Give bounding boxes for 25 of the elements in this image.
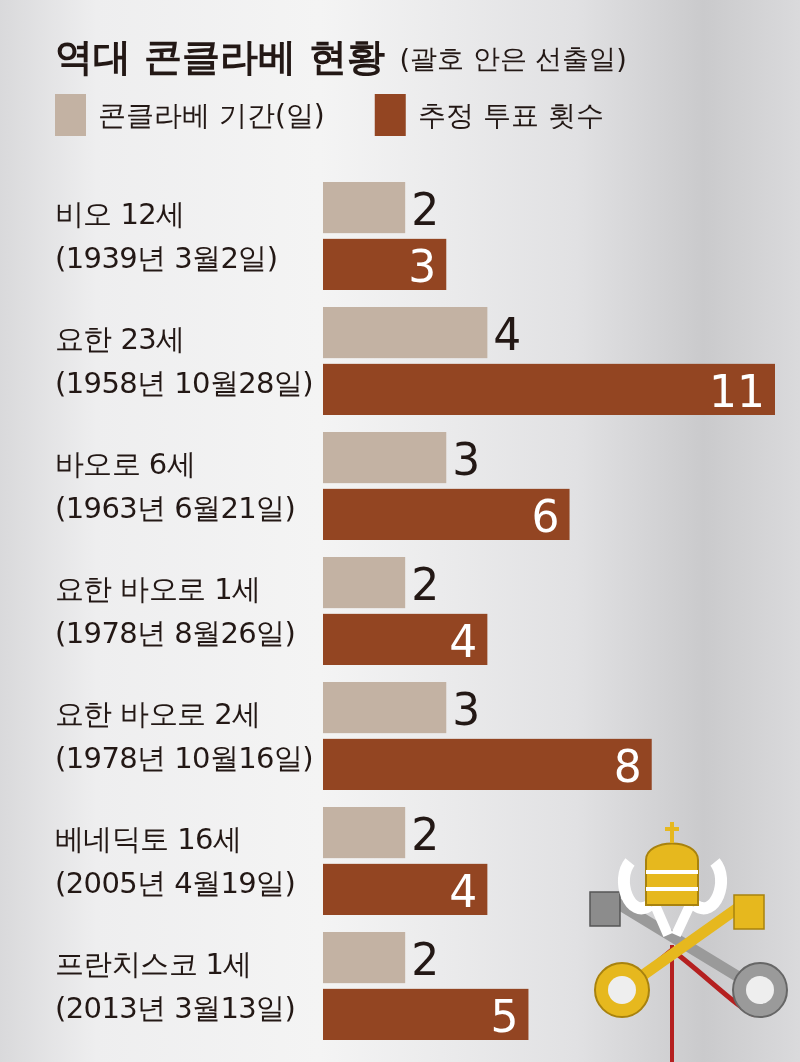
data-label: 3 — [408, 240, 437, 292]
chart-title: 역대 콘클라베 현황 — [55, 35, 386, 79]
data-label: 2 — [411, 559, 440, 611]
y-tick-label: 바오로 6세 (1963년 6월21일) — [55, 447, 296, 525]
data-label: 2 — [411, 184, 440, 236]
data-label: 3 — [452, 684, 481, 736]
data-label: 4 — [493, 309, 522, 361]
y-tick-label: 비오 12세 (1939년 3월2일) — [55, 197, 278, 275]
legend-label: 콘클라베 기간(일) — [98, 98, 325, 132]
data-label: 11 — [709, 365, 765, 417]
data-label: 2 — [411, 809, 440, 861]
data-label: 4 — [449, 865, 478, 917]
y-tick-label: 요한 바오로 1세 (1978년 8월26일) — [55, 572, 296, 650]
data-label: 4 — [449, 615, 478, 667]
data-label: 2 — [411, 934, 440, 986]
data-label: 3 — [452, 434, 481, 486]
data-label: 5 — [490, 990, 519, 1042]
y-tick-label: 프란치스코 1세 (2013년 3월13일) — [55, 947, 296, 1025]
chart-subtitle: (괄호 안은 선출일) — [399, 43, 627, 74]
y-tick-label: 요한 23세 (1958년 10월28일) — [55, 322, 314, 400]
y-tick-label: 요한 바오로 2세 (1978년 10월16일) — [55, 697, 314, 775]
y-tick-label: 베네딕토 16세 (2005년 4월19일) — [55, 822, 296, 900]
legend-label: 추정 투표 횟수 — [417, 98, 604, 132]
data-label: 8 — [613, 740, 642, 792]
data-label: 6 — [531, 490, 560, 542]
